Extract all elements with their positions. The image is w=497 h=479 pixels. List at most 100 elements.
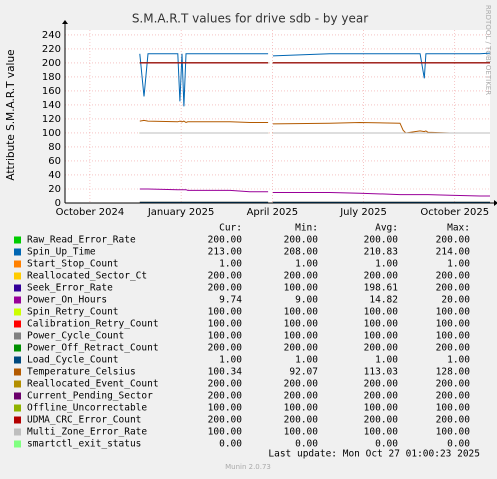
stat-value: 100.00 (208, 331, 243, 342)
stat-value: 100.00 (364, 427, 399, 438)
stat-value: 100.00 (436, 427, 471, 438)
legend-swatch (14, 296, 21, 304)
stat-value: 200.00 (284, 415, 319, 426)
legend-label: Raw_Read_Error_Rate (27, 235, 136, 246)
stat-value: 200.00 (436, 343, 471, 354)
stat-value: 0.00 (447, 439, 470, 450)
stat-value: 100.00 (364, 403, 399, 414)
series-line (139, 188, 490, 197)
legend-swatch (14, 428, 21, 436)
stat-value: 20.00 (441, 295, 470, 306)
stat-value: 200.00 (284, 391, 319, 402)
y-tick-label: 60 (48, 156, 61, 167)
stat-value: 200.00 (208, 379, 243, 390)
stat-value: 200.00 (364, 415, 399, 426)
stat-value: 200.00 (208, 391, 243, 402)
stat-value: 200.00 (364, 343, 399, 354)
x-tick-label: April 2025 (247, 207, 298, 218)
legend-swatch (14, 356, 21, 364)
x-tick-label: January 2025 (147, 207, 215, 218)
stat-value: 210.83 (364, 247, 398, 258)
x-tick-label: October 2025 (420, 207, 489, 218)
series-line (139, 52, 491, 107)
y-tick-label: 220 (42, 44, 61, 55)
y-tick-label: 20 (48, 184, 61, 195)
stat-value: 1.00 (295, 355, 318, 366)
stat-value: 100.00 (436, 331, 471, 342)
stat-value: 200.00 (208, 283, 243, 294)
column-header: Avg: (375, 223, 398, 234)
stat-value: 1.00 (447, 259, 470, 270)
stat-value: 100.00 (284, 283, 319, 294)
stat-value: 200.00 (436, 379, 471, 390)
stat-value: 200.00 (284, 343, 319, 354)
y-axis-label: Attribute S.M.A.R.T value (5, 49, 17, 180)
stat-value: 1.00 (447, 355, 470, 366)
legend-swatch (14, 344, 21, 352)
stat-value: 200.00 (208, 343, 243, 354)
stat-value: 100.00 (208, 307, 243, 318)
side-label: RRDTOOL / TOBI OETIKER (484, 5, 492, 95)
stat-value: 14.82 (369, 295, 398, 306)
stat-value: 200.00 (436, 271, 471, 282)
y-tick-label: 140 (42, 100, 61, 111)
legend-swatch (14, 392, 21, 400)
axis-arrow (494, 200, 497, 206)
stat-value: 100.00 (364, 307, 399, 318)
stat-value: 9.74 (219, 295, 242, 306)
stat-value: 100.00 (284, 427, 319, 438)
stat-value: 100.00 (284, 403, 319, 414)
stat-value: 208.00 (284, 247, 319, 258)
stat-value: 113.03 (364, 367, 398, 378)
stat-value: 128.00 (436, 367, 471, 378)
footer: Munin 2.0.73 (225, 463, 271, 471)
stat-value: 0.00 (295, 439, 318, 450)
legend-label: Offline_Uncorrectable (27, 403, 147, 414)
legend-label: UDMA_CRC_Error_Count (27, 415, 141, 426)
stat-value: 200.00 (284, 379, 319, 390)
stat-value: 200.00 (436, 415, 471, 426)
legend-label: Power_Cycle_Count (27, 331, 124, 342)
legend-swatch (14, 380, 21, 388)
legend-label: Power_Off_Retract_Count (27, 343, 159, 354)
x-tick-label: October 2024 (56, 207, 125, 218)
stat-value: 1.00 (219, 259, 242, 270)
legend-swatch (14, 440, 21, 448)
stat-value: 100.00 (208, 403, 243, 414)
legend-swatch (14, 248, 21, 256)
column-header: Min: (295, 223, 318, 234)
y-tick-label: 100 (42, 128, 61, 139)
column-header: Max: (447, 223, 470, 234)
stat-value: 200.00 (364, 379, 399, 390)
column-header: Cur: (219, 223, 242, 234)
stat-value: 100.00 (208, 427, 243, 438)
legend-label: Start_Stop_Count (27, 259, 119, 270)
legend-label: Temperature_Celsius (27, 367, 136, 378)
stat-value: 200.00 (364, 235, 399, 246)
legend-label: Current_Pending_Sector (27, 391, 153, 402)
stat-value: 0.00 (219, 439, 242, 450)
stat-value: 92.07 (289, 367, 318, 378)
y-tick-label: 180 (42, 72, 61, 83)
stat-value: 1.00 (219, 355, 242, 366)
legend-swatch (14, 332, 21, 340)
stat-value: 100.00 (208, 319, 243, 330)
stat-value: 200.00 (364, 391, 399, 402)
stat-value: 200.00 (436, 391, 471, 402)
legend-swatch (14, 308, 21, 316)
legend-label: Reallocated_Event_Count (27, 379, 159, 390)
stat-value: 100.00 (284, 307, 319, 318)
stat-value: 100.00 (364, 319, 399, 330)
x-tick-label: July 2025 (339, 207, 387, 218)
axis-arrow (62, 20, 68, 24)
chart-title: S.M.A.R.T values for drive sdb - by year (132, 12, 368, 26)
stat-value: 198.61 (364, 283, 399, 294)
legend-swatch (14, 284, 21, 292)
legend-label: Calibration_Retry_Count (27, 319, 159, 330)
last-update: Last update: Mon Oct 27 01:00:23 2025 (268, 449, 480, 460)
y-tick-label: 160 (42, 86, 61, 97)
stat-value: 200.00 (436, 283, 471, 294)
legend-swatch (14, 368, 21, 376)
stat-value: 100.34 (208, 367, 243, 378)
y-tick-label: 80 (48, 142, 61, 153)
